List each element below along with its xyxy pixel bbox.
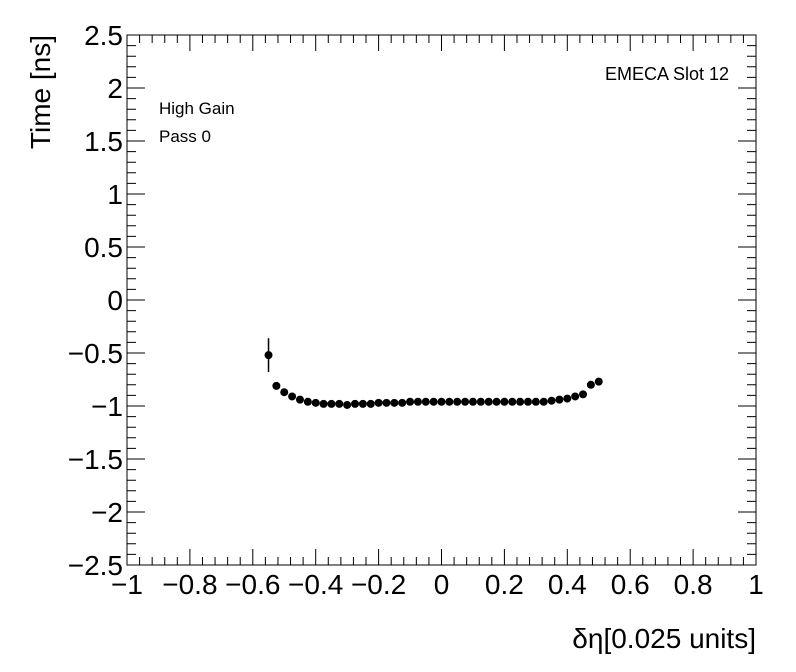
y-tick-label: −2.5 bbox=[68, 550, 123, 581]
annotation: Pass 0 bbox=[159, 127, 211, 146]
data-point bbox=[280, 388, 289, 397]
data-point bbox=[508, 397, 517, 406]
data-point bbox=[343, 400, 352, 409]
data-point bbox=[547, 396, 556, 405]
data-point bbox=[398, 398, 407, 407]
data-point bbox=[272, 381, 281, 390]
y-tick-label: 2 bbox=[107, 73, 123, 104]
data-point bbox=[484, 397, 493, 406]
data-point bbox=[523, 397, 532, 406]
minor-ticks bbox=[127, 35, 756, 565]
y-tick-label: −0.5 bbox=[68, 338, 123, 369]
data-point bbox=[382, 398, 391, 407]
x-tick-label: −0.2 bbox=[351, 569, 406, 600]
data-point bbox=[571, 392, 580, 401]
y-tick-label: 1 bbox=[107, 179, 123, 210]
y-tick-label: −1 bbox=[91, 391, 123, 422]
x-tick-label: −0.8 bbox=[162, 569, 217, 600]
data-point bbox=[288, 392, 297, 401]
x-axis-title: δη[0.025 units] bbox=[572, 623, 756, 654]
annotation: High Gain bbox=[159, 99, 235, 118]
data-point bbox=[468, 397, 477, 406]
x-tick-label: −0.6 bbox=[225, 569, 280, 600]
x-tick-label: 0.4 bbox=[548, 569, 587, 600]
data-point bbox=[453, 397, 462, 406]
x-tick-label: 1 bbox=[748, 569, 764, 600]
x-tick-label: 0.6 bbox=[611, 569, 650, 600]
y-tick-label: 0 bbox=[107, 285, 123, 316]
data-point bbox=[516, 397, 525, 406]
data-point bbox=[351, 399, 360, 408]
data-point bbox=[358, 399, 367, 408]
x-tick-label: 0 bbox=[434, 569, 450, 600]
data-point bbox=[335, 399, 344, 408]
x-tick-label: −1 bbox=[111, 569, 143, 600]
data-point bbox=[555, 395, 564, 404]
annotation: EMECA Slot 12 bbox=[605, 64, 729, 84]
data-point bbox=[303, 397, 312, 406]
y-tick-label: −1.5 bbox=[68, 444, 123, 475]
y-tick-label: 1.5 bbox=[84, 126, 123, 157]
data-point bbox=[319, 399, 328, 408]
data-point bbox=[579, 390, 588, 399]
data-point bbox=[476, 397, 485, 406]
x-tick-label: 0.2 bbox=[485, 569, 524, 600]
data-point bbox=[500, 397, 509, 406]
data-point bbox=[594, 377, 603, 386]
data-point bbox=[429, 397, 438, 406]
data-point bbox=[374, 398, 383, 407]
data-point bbox=[413, 397, 422, 406]
data-point bbox=[492, 397, 501, 406]
data-point bbox=[327, 399, 336, 408]
y-tick-label: 2.5 bbox=[84, 20, 123, 51]
data-point bbox=[461, 397, 470, 406]
data-point bbox=[563, 394, 572, 403]
data-point bbox=[295, 395, 304, 404]
data-point bbox=[264, 351, 273, 360]
data-point bbox=[437, 397, 446, 406]
data-point bbox=[539, 397, 548, 406]
data-point bbox=[531, 397, 540, 406]
data-point bbox=[421, 397, 430, 406]
data-point bbox=[390, 398, 399, 407]
y-tick-label: 0.5 bbox=[84, 232, 123, 263]
data-point bbox=[445, 397, 454, 406]
x-tick-label: 0.8 bbox=[674, 569, 713, 600]
x-tick-label: −0.4 bbox=[288, 569, 343, 600]
y-tick-label: −2 bbox=[91, 497, 123, 528]
data-point bbox=[586, 380, 595, 389]
data-point bbox=[406, 397, 415, 406]
data-point bbox=[311, 398, 320, 407]
data-point bbox=[366, 399, 375, 408]
y-axis-title: Time [ns] bbox=[25, 35, 56, 149]
